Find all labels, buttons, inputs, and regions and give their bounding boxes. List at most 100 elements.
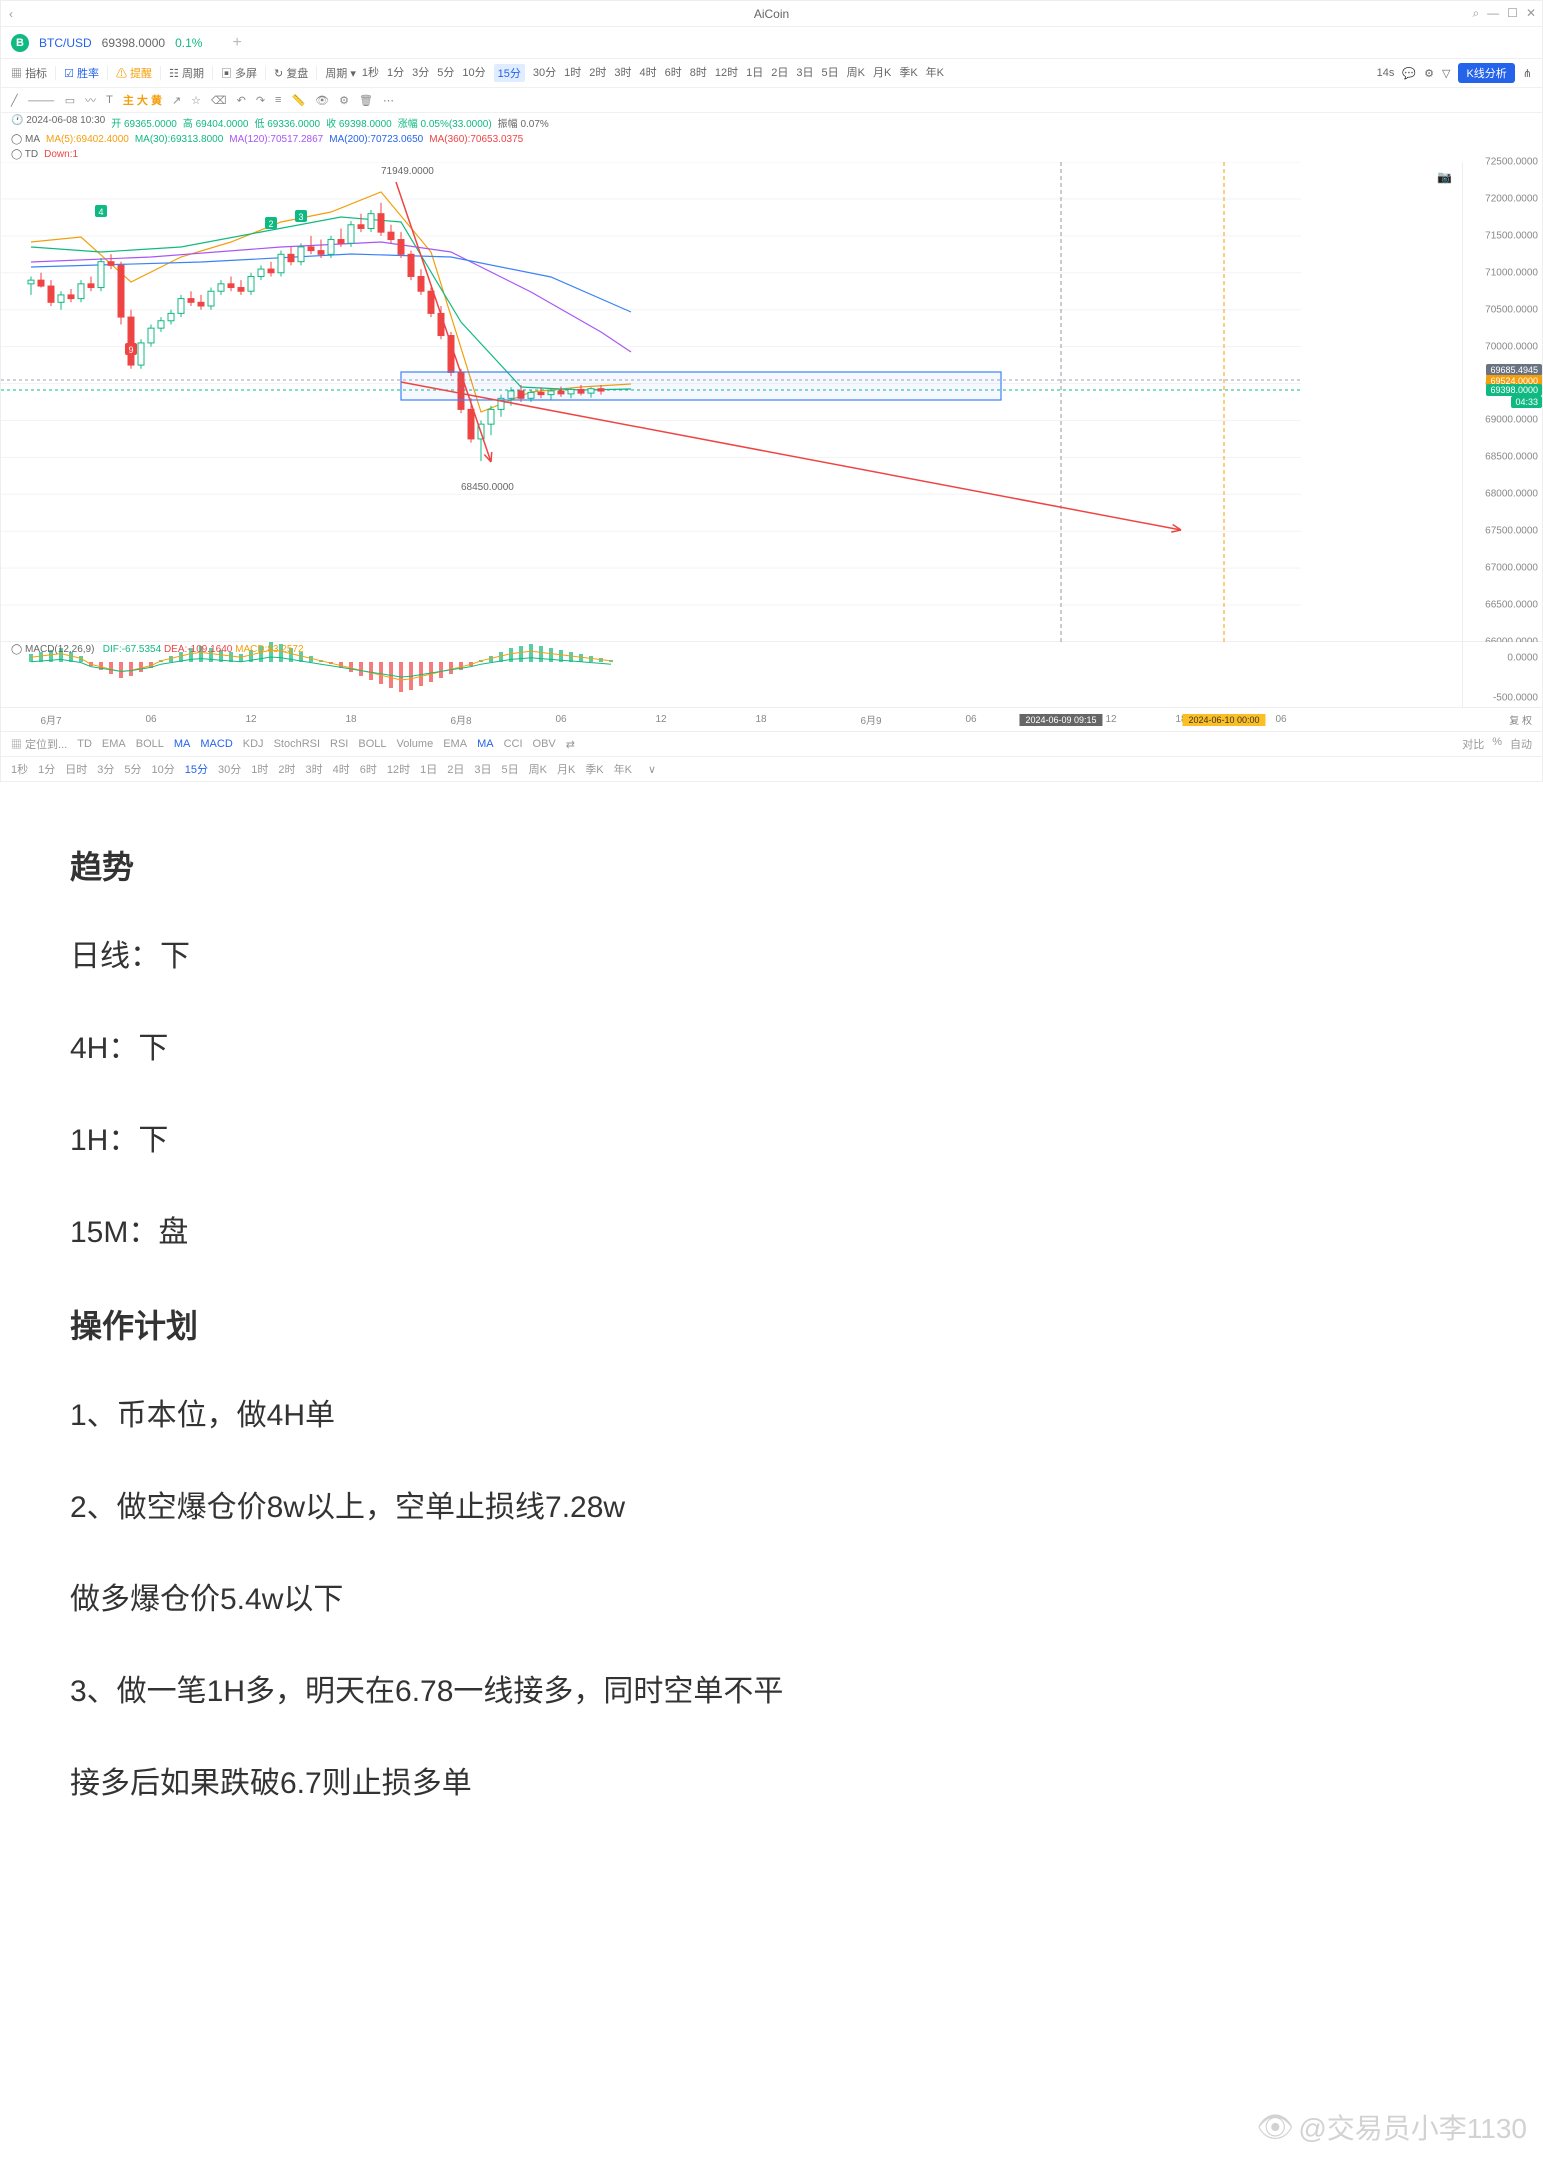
tf-10分[interactable]: 10分 bbox=[462, 64, 485, 82]
ind-RSI-7[interactable]: RSI bbox=[330, 738, 348, 750]
camera-icon[interactable]: 📷 bbox=[1437, 170, 1452, 184]
back-icon[interactable]: ‹ bbox=[9, 7, 13, 21]
tf2-6时[interactable]: 6时 bbox=[360, 761, 377, 777]
compare-label[interactable]: 对比 bbox=[1462, 736, 1484, 752]
chat-icon[interactable]: 💬 bbox=[1402, 67, 1416, 80]
price-chart[interactable]: 423971949.000068450.0000 72500.000072000… bbox=[1, 162, 1542, 642]
tf-季K[interactable]: 季K bbox=[899, 64, 917, 82]
filter-icon[interactable]: ▽ bbox=[1442, 67, 1450, 80]
symbol-name[interactable]: BTC/USD bbox=[39, 36, 92, 50]
tf-5分[interactable]: 5分 bbox=[437, 64, 454, 82]
draw-gear-icon[interactable]: ⚙ bbox=[339, 94, 349, 107]
tf2-3日[interactable]: 3日 bbox=[474, 761, 491, 777]
macd-panel[interactable]: ◯ MACD(12,26,9) DIF:-67.5354 DEA:-109.16… bbox=[1, 642, 1542, 708]
tf2-1日[interactable]: 1日 bbox=[420, 761, 437, 777]
ind-BOLL-8[interactable]: BOLL bbox=[358, 738, 386, 750]
ind-StochRSI-6[interactable]: StochRSI bbox=[274, 738, 320, 750]
tf-15分[interactable]: 15分 bbox=[494, 64, 525, 82]
tf-年K[interactable]: 年K bbox=[926, 64, 944, 82]
tf-30分[interactable]: 30分 bbox=[533, 64, 556, 82]
tf-8时[interactable]: 8时 bbox=[690, 64, 707, 82]
draw-redo-icon[interactable]: ↷ bbox=[256, 94, 265, 107]
toolbar-period[interactable]: 周期 ▾ bbox=[325, 65, 356, 81]
draw-ruler-icon[interactable]: 📏 bbox=[291, 94, 305, 107]
toolbar-indicator[interactable]: ▦ 指标 bbox=[11, 65, 47, 81]
ind-Volume-9[interactable]: Volume bbox=[397, 738, 434, 750]
share-icon[interactable]: ⋔ bbox=[1523, 67, 1532, 80]
ind-MA-3[interactable]: MA bbox=[174, 738, 191, 750]
ind-MA-11[interactable]: MA bbox=[477, 738, 494, 750]
ind-BOLL-2[interactable]: BOLL bbox=[136, 738, 164, 750]
draw-brush-icon[interactable]: 〰 bbox=[85, 92, 96, 108]
tf-4时[interactable]: 4时 bbox=[640, 64, 657, 82]
draw-star-icon[interactable]: ☆ bbox=[191, 94, 201, 107]
maximize-icon[interactable]: ☐ bbox=[1507, 6, 1518, 21]
tf-3分[interactable]: 3分 bbox=[412, 64, 429, 82]
ind-more-icon[interactable]: ⇄ bbox=[566, 738, 575, 751]
auto-label[interactable]: 自动 bbox=[1510, 736, 1532, 752]
ind-KDJ-5[interactable]: KDJ bbox=[243, 738, 264, 750]
tf-周K[interactable]: 周K bbox=[847, 64, 865, 82]
locate-button[interactable]: ▦ 定位到... bbox=[11, 736, 67, 752]
tf-1分[interactable]: 1分 bbox=[387, 64, 404, 82]
tf2-30分[interactable]: 30分 bbox=[218, 761, 241, 777]
tf2-4时[interactable]: 4时 bbox=[333, 761, 350, 777]
kline-analysis-button[interactable]: K线分析 bbox=[1458, 63, 1514, 83]
tf2-日时[interactable]: 日时 bbox=[65, 761, 87, 777]
tf-1时[interactable]: 1时 bbox=[564, 64, 581, 82]
draw-line-icon[interactable]: ╱ bbox=[11, 94, 18, 107]
draw-eye-icon[interactable]: 👁 bbox=[315, 94, 329, 107]
draw-more-icon[interactable]: ⋯ bbox=[383, 94, 394, 107]
tf2-周K[interactable]: 周K bbox=[529, 761, 547, 777]
percent-label[interactable]: % bbox=[1492, 736, 1502, 752]
minimize-icon[interactable]: — bbox=[1487, 6, 1499, 21]
toolbar-replay[interactable]: ↻ 复盘 bbox=[274, 65, 308, 81]
tf-12时[interactable]: 12时 bbox=[715, 64, 738, 82]
close-icon[interactable]: ✕ bbox=[1526, 6, 1536, 21]
tf2-3时[interactable]: 3时 bbox=[306, 761, 323, 777]
tf-1秒[interactable]: 1秒 bbox=[362, 64, 379, 82]
settings-icon[interactable]: ⚙ bbox=[1424, 67, 1434, 80]
tf2-15分[interactable]: 15分 bbox=[185, 761, 208, 777]
ind-OBV-13[interactable]: OBV bbox=[533, 738, 556, 750]
tf2-10分[interactable]: 10分 bbox=[152, 761, 175, 777]
draw-trash-icon[interactable]: 🗑 bbox=[359, 94, 373, 107]
search-icon[interactable]: ⌕ bbox=[1472, 6, 1479, 21]
draw-text-icon[interactable]: T bbox=[106, 94, 113, 106]
tf2-年K[interactable]: 年K bbox=[614, 761, 632, 777]
tf2-12时[interactable]: 12时 bbox=[387, 761, 410, 777]
tf-2日[interactable]: 2日 bbox=[771, 64, 788, 82]
tf2-5分[interactable]: 5分 bbox=[124, 761, 141, 777]
tf-more-icon[interactable]: ∨ bbox=[648, 763, 656, 776]
tf-6时[interactable]: 6时 bbox=[665, 64, 682, 82]
tf2-1时[interactable]: 1时 bbox=[251, 761, 268, 777]
ind-EMA-10[interactable]: EMA bbox=[443, 738, 467, 750]
draw-undo-icon[interactable]: ↶ bbox=[237, 94, 246, 107]
draw-fib-icon[interactable]: ≡ bbox=[275, 94, 281, 106]
draw-hline-icon[interactable]: ⸻ bbox=[28, 92, 55, 108]
ind-EMA-1[interactable]: EMA bbox=[102, 738, 126, 750]
tf2-2日[interactable]: 2日 bbox=[447, 761, 464, 777]
tf-1日[interactable]: 1日 bbox=[746, 64, 763, 82]
tf2-1分[interactable]: 1分 bbox=[38, 761, 55, 777]
tf-3日[interactable]: 3日 bbox=[796, 64, 813, 82]
toolbar-alert[interactable]: ⚠ 提醒 bbox=[116, 65, 152, 81]
ind-MACD-4[interactable]: MACD bbox=[200, 738, 232, 750]
zoom-label[interactable]: 主 大 黄 bbox=[123, 92, 162, 108]
tf-3时[interactable]: 3时 bbox=[614, 64, 631, 82]
draw-rect-icon[interactable]: ▭ bbox=[65, 94, 75, 107]
tf2-5日[interactable]: 5日 bbox=[502, 761, 519, 777]
ind-CCI-12[interactable]: CCI bbox=[504, 738, 523, 750]
toolbar-multiscreen[interactable]: ▣ 多屏 bbox=[221, 65, 257, 81]
draw-arrow-icon[interactable]: ↗ bbox=[172, 94, 181, 107]
draw-erase-icon[interactable]: ⌫ bbox=[211, 94, 227, 107]
tf-5日[interactable]: 5日 bbox=[822, 64, 839, 82]
tf2-3分[interactable]: 3分 bbox=[97, 761, 114, 777]
add-tab-icon[interactable]: + bbox=[232, 34, 241, 52]
tf-月K[interactable]: 月K bbox=[873, 64, 891, 82]
toolbar-winrate[interactable]: ☑ 胜率 bbox=[64, 65, 99, 81]
x-right-label[interactable]: 复 权 bbox=[1509, 712, 1532, 727]
tf2-月K[interactable]: 月K bbox=[557, 761, 575, 777]
tf-2时[interactable]: 2时 bbox=[589, 64, 606, 82]
tf2-1秒[interactable]: 1秒 bbox=[11, 761, 28, 777]
